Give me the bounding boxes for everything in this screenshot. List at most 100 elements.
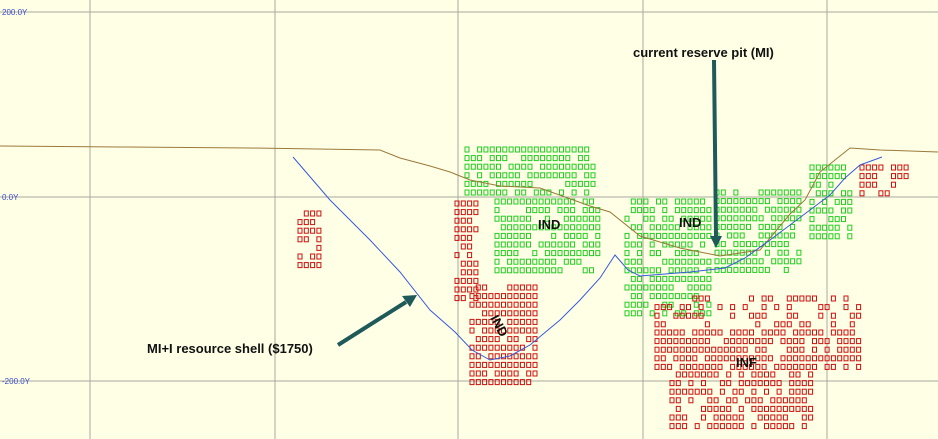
block <box>830 363 836 370</box>
block <box>662 284 668 291</box>
block <box>856 304 862 311</box>
block <box>563 224 569 231</box>
block <box>687 224 693 231</box>
block <box>501 361 506 368</box>
block <box>700 224 706 231</box>
block <box>859 190 865 197</box>
block <box>662 258 668 265</box>
block <box>467 252 473 259</box>
block <box>812 329 817 336</box>
block <box>777 223 783 230</box>
block <box>513 250 519 257</box>
block <box>551 198 557 205</box>
block <box>700 207 706 214</box>
block <box>686 355 691 362</box>
block <box>805 329 811 336</box>
block <box>736 363 742 370</box>
block <box>649 232 655 239</box>
block <box>494 232 500 239</box>
block <box>903 173 909 180</box>
block <box>818 338 824 345</box>
block <box>704 321 710 328</box>
block <box>494 327 500 334</box>
block <box>519 224 525 231</box>
block <box>746 241 751 248</box>
block <box>809 224 815 231</box>
block <box>682 414 688 421</box>
block <box>856 312 862 319</box>
block <box>310 210 316 217</box>
block <box>538 198 544 205</box>
block <box>519 327 525 334</box>
block <box>738 371 744 378</box>
block <box>777 215 783 222</box>
zone-label: INF <box>736 355 757 370</box>
block <box>507 250 513 257</box>
block <box>669 414 675 421</box>
block <box>494 258 500 265</box>
block <box>643 232 649 239</box>
block <box>494 250 500 257</box>
block <box>801 380 807 387</box>
block <box>809 233 815 240</box>
block <box>557 207 563 214</box>
block <box>500 215 506 222</box>
topography <box>0 145 938 257</box>
block <box>660 338 666 345</box>
block <box>475 293 481 300</box>
block <box>727 266 733 273</box>
block <box>752 241 758 248</box>
arrow-head <box>710 236 722 248</box>
block <box>707 397 713 404</box>
block <box>783 215 789 222</box>
block <box>675 397 681 404</box>
block <box>742 329 748 336</box>
block <box>706 215 712 222</box>
block <box>777 241 783 248</box>
block <box>761 295 767 302</box>
block <box>489 172 495 179</box>
block <box>473 200 479 207</box>
block <box>824 304 830 311</box>
block <box>776 423 782 430</box>
block <box>783 266 789 273</box>
block <box>488 293 494 300</box>
block <box>730 363 736 370</box>
block <box>751 397 757 404</box>
block <box>483 189 489 196</box>
block <box>757 397 763 404</box>
block <box>526 318 532 325</box>
block <box>856 346 862 353</box>
block <box>837 355 843 362</box>
block <box>563 250 569 257</box>
block <box>501 344 506 351</box>
block <box>749 312 754 319</box>
block <box>576 258 582 265</box>
block <box>796 206 802 213</box>
block <box>589 207 594 214</box>
block <box>582 241 588 248</box>
block <box>637 198 643 205</box>
block <box>674 275 680 282</box>
block <box>654 363 660 370</box>
block <box>746 215 751 222</box>
block <box>527 172 533 179</box>
block <box>795 388 801 395</box>
block <box>726 405 732 412</box>
block <box>500 224 506 231</box>
block <box>630 258 636 265</box>
block <box>783 249 789 256</box>
block <box>774 329 780 336</box>
block <box>786 321 792 328</box>
block <box>720 198 726 205</box>
block <box>482 293 488 300</box>
block <box>595 232 601 239</box>
block <box>316 253 322 260</box>
block <box>460 226 466 233</box>
block <box>793 346 799 353</box>
block <box>739 206 745 213</box>
block <box>733 223 739 230</box>
block <box>477 146 483 153</box>
block <box>494 267 500 274</box>
block <box>507 379 513 386</box>
